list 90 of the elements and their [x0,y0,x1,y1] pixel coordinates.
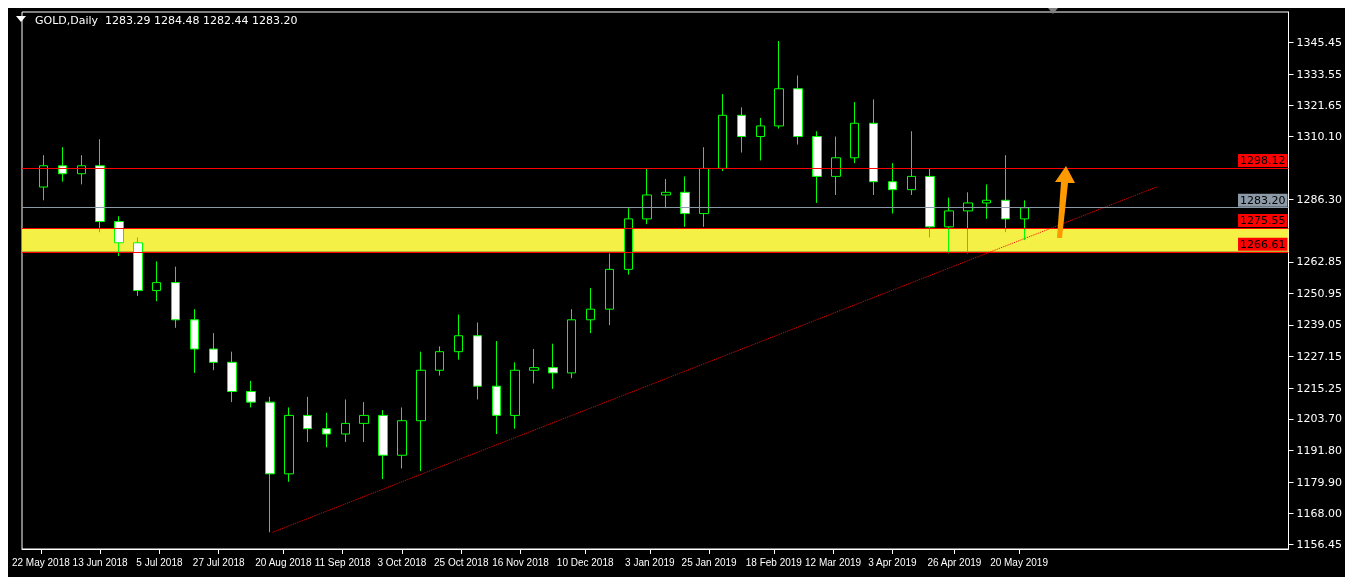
ref-line-label: 1283.20 [1240,193,1286,207]
candlestick [492,340,501,435]
candlestick [171,266,180,329]
y-tick-label: 1156.45 [1296,537,1343,551]
candlestick [454,313,463,361]
y-tick-label: 1250.95 [1296,286,1343,300]
y-tick-label: 1203.70 [1296,412,1343,426]
x-tick-label: 3 Jan 2019 [625,556,676,568]
candlestick [1001,154,1010,233]
x-tick-label: 5 Jul 2018 [136,556,183,568]
candlestick [642,167,652,225]
candlestick [359,401,369,443]
y-tick-label: 1227.15 [1296,350,1343,364]
candlestick [284,406,294,483]
candlestick [793,74,803,146]
candlestick [982,183,991,220]
candlestick [624,207,633,276]
candlestick [756,117,765,161]
y-tick-label: 1333.55 [1296,67,1343,81]
ref-line-label: 1266.61 [1240,237,1286,251]
ref-line-label: 1275.55 [1240,214,1286,228]
candlestick [303,396,312,443]
x-tick-label: 20 May 2019 [990,556,1049,568]
y-tick-label: 1179.90 [1296,475,1343,489]
candlestick [944,197,954,254]
y-tick-label: 1215.25 [1296,381,1343,395]
candlestick [831,136,841,196]
candlestick [548,343,558,390]
candlestick [39,154,48,201]
candlestick [925,167,935,238]
candlestick [322,412,331,448]
candlestick [473,321,482,400]
candlestick [586,287,595,334]
candlestick [737,106,746,153]
candlestick [680,175,690,228]
candlestick [718,93,727,172]
candlestick [209,332,218,371]
candlestick [227,351,237,403]
x-tick-label: 20 Aug 2018 [255,556,312,568]
y-tick-label: 1286.30 [1296,193,1343,206]
candlestick [58,146,67,183]
x-tick-label: 3 Apr 2019 [868,556,918,568]
candlestick [1020,199,1029,241]
candlestick [888,162,897,215]
candlestick [246,380,256,408]
x-tick-label: 22 May 2018 [11,556,71,568]
candlestick [774,40,784,130]
candlestick [661,178,671,209]
candlestick [605,252,614,326]
candlestick [416,351,426,472]
x-tick-label: 16 Nov 2018 [492,556,550,568]
candlestick [907,130,916,196]
candlestick [133,236,143,297]
candlestick [812,130,822,204]
candlestick [378,409,388,480]
x-tick-label: 18 Feb 2019 [745,556,803,568]
x-tick-label: 25 Oct 2018 [434,556,489,568]
candlestick [95,138,105,233]
candlestick [963,191,973,254]
y-tick-label: 1345.45 [1296,35,1343,49]
x-tick-label: 27 Jul 2018 [192,556,245,568]
candlestick [869,98,878,196]
candlestick [510,361,520,430]
candlestick [190,308,199,374]
candlestick [265,396,275,533]
y-tick-label: 1321.65 [1296,99,1343,113]
y-tick-label: 1168.00 [1296,507,1343,521]
candlestick [699,146,709,228]
x-tick-label: 3 Oct 2018 [377,556,427,568]
candlestick [77,154,86,185]
candlestick [850,101,859,164]
candlestick [152,260,161,302]
x-tick-label: 26 Apr 2019 [927,556,982,568]
x-tick-label: 25 Jan 2019 [681,556,738,568]
y-tick-label: 1191.80 [1296,443,1343,457]
candlestick [114,215,124,257]
x-tick-label: 13 Jun 2018 [72,556,129,568]
y-tick-label: 1239.05 [1296,318,1343,332]
ref-line-label: 1298.12 [1240,154,1286,168]
chart-title: GOLD,Daily 1283.29 1284.48 1282.44 1283.20 [35,14,298,27]
x-tick-label: 12 Mar 2019 [805,556,862,568]
x-tick-label: 11 Sep 2018 [314,556,372,568]
x-tick-label: 10 Dec 2018 [556,556,614,568]
candlestick [341,398,350,443]
candlestick [529,348,539,385]
candlestick [567,308,576,379]
candlestick [397,406,407,470]
y-tick-label: 1310.10 [1296,129,1343,143]
y-tick-label: 1262.85 [1296,255,1343,269]
candlestick [435,345,444,377]
